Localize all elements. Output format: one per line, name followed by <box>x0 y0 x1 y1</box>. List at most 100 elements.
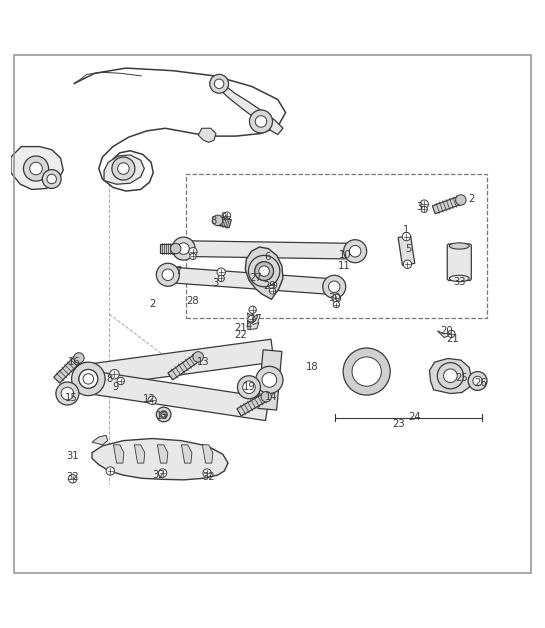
Circle shape <box>421 206 427 212</box>
Text: 7: 7 <box>175 266 181 276</box>
Circle shape <box>69 475 77 483</box>
Text: 9: 9 <box>112 382 119 392</box>
Circle shape <box>117 377 124 384</box>
Polygon shape <box>202 445 213 463</box>
Text: 3: 3 <box>416 202 422 212</box>
Text: 25: 25 <box>456 373 468 383</box>
Circle shape <box>261 391 271 402</box>
Circle shape <box>56 382 79 405</box>
Circle shape <box>118 163 129 175</box>
Circle shape <box>214 79 224 89</box>
Circle shape <box>444 369 457 382</box>
Circle shape <box>203 469 211 477</box>
Polygon shape <box>432 196 462 214</box>
Circle shape <box>456 195 466 205</box>
Circle shape <box>255 116 267 127</box>
Circle shape <box>210 74 228 93</box>
Text: 18: 18 <box>305 362 318 372</box>
Polygon shape <box>11 146 63 190</box>
Circle shape <box>23 156 49 181</box>
Circle shape <box>269 288 276 294</box>
Text: 17: 17 <box>250 314 262 324</box>
Text: 5: 5 <box>405 244 411 254</box>
Text: 11: 11 <box>338 261 351 271</box>
Circle shape <box>79 369 98 388</box>
Text: 28: 28 <box>186 296 199 306</box>
Circle shape <box>71 362 105 396</box>
Polygon shape <box>92 438 228 480</box>
Circle shape <box>30 162 43 175</box>
Text: 8: 8 <box>211 216 217 226</box>
Circle shape <box>213 215 223 225</box>
Circle shape <box>323 275 346 298</box>
Circle shape <box>171 244 181 254</box>
Circle shape <box>43 170 61 188</box>
Circle shape <box>268 281 277 289</box>
Text: 2: 2 <box>468 194 475 204</box>
Circle shape <box>402 232 410 241</box>
Circle shape <box>74 353 84 363</box>
Text: 32: 32 <box>152 470 165 480</box>
Text: 21: 21 <box>235 323 247 333</box>
Text: 12: 12 <box>143 394 156 404</box>
Text: 14: 14 <box>265 392 278 402</box>
Polygon shape <box>54 355 82 383</box>
Text: 33: 33 <box>453 276 466 286</box>
Circle shape <box>437 362 463 389</box>
Circle shape <box>448 330 455 337</box>
Circle shape <box>329 281 340 293</box>
Polygon shape <box>167 267 335 295</box>
Polygon shape <box>160 244 175 253</box>
Polygon shape <box>87 339 274 387</box>
Bar <box>186 175 487 318</box>
Polygon shape <box>237 393 268 416</box>
Circle shape <box>403 260 411 269</box>
Text: 21: 21 <box>447 334 459 344</box>
Text: 32: 32 <box>202 472 215 482</box>
Circle shape <box>349 246 361 257</box>
Circle shape <box>83 374 94 384</box>
Circle shape <box>178 243 189 254</box>
Text: 24: 24 <box>409 412 421 422</box>
Circle shape <box>172 237 195 260</box>
Circle shape <box>473 376 482 386</box>
Text: 15: 15 <box>156 411 169 421</box>
Circle shape <box>249 306 256 313</box>
Circle shape <box>332 294 341 303</box>
Circle shape <box>106 467 114 475</box>
Circle shape <box>110 369 119 379</box>
Circle shape <box>79 369 98 388</box>
Polygon shape <box>247 320 259 330</box>
Ellipse shape <box>449 275 469 281</box>
Polygon shape <box>181 445 192 463</box>
Polygon shape <box>87 371 269 421</box>
Polygon shape <box>158 445 168 463</box>
Circle shape <box>255 262 274 281</box>
Circle shape <box>156 407 171 422</box>
Polygon shape <box>168 354 201 380</box>
Polygon shape <box>184 241 355 259</box>
Circle shape <box>256 366 283 394</box>
Text: 23: 23 <box>392 419 404 429</box>
Polygon shape <box>216 216 231 228</box>
Text: 27: 27 <box>250 273 262 283</box>
Circle shape <box>352 357 381 386</box>
Polygon shape <box>247 313 258 322</box>
Polygon shape <box>198 128 216 143</box>
Circle shape <box>189 247 197 256</box>
Circle shape <box>243 381 255 394</box>
Circle shape <box>248 315 255 323</box>
Polygon shape <box>135 445 145 463</box>
Text: 29: 29 <box>264 281 276 291</box>
Polygon shape <box>398 236 415 265</box>
Polygon shape <box>215 76 283 134</box>
Circle shape <box>238 376 261 399</box>
Circle shape <box>47 175 57 184</box>
FancyBboxPatch shape <box>447 244 471 281</box>
Circle shape <box>218 275 225 281</box>
Text: 26: 26 <box>474 378 487 388</box>
Circle shape <box>223 212 231 219</box>
Circle shape <box>190 253 196 259</box>
Polygon shape <box>245 247 283 300</box>
Text: 4: 4 <box>246 320 252 330</box>
